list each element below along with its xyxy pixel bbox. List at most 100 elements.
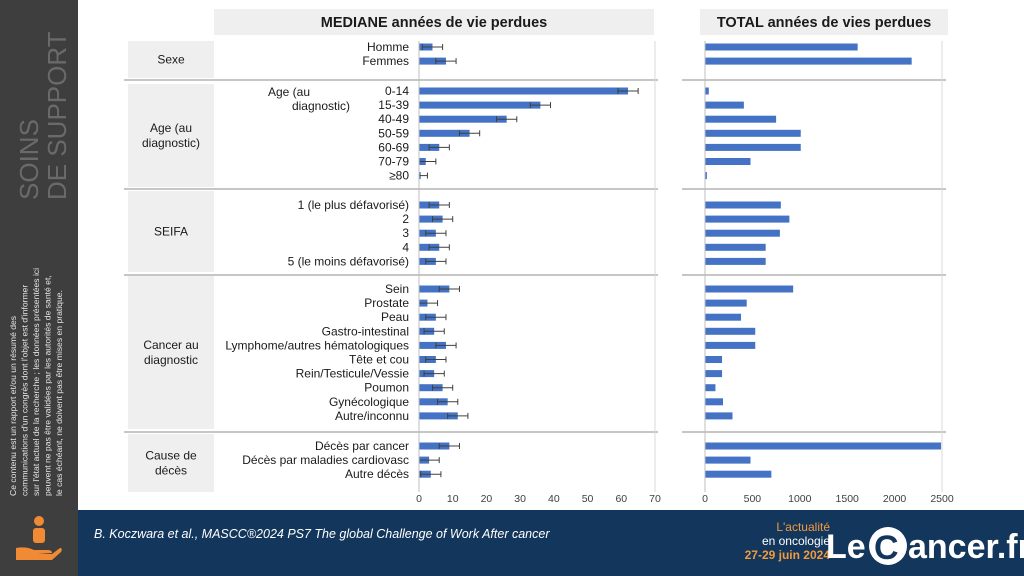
total-bar (705, 313, 742, 321)
panel1-tick-label: 30 (514, 493, 526, 505)
total-bar (705, 57, 912, 65)
sidebar-title-line1: SOINS (14, 119, 44, 200)
row-label: 2 (402, 212, 409, 226)
total-bar (705, 384, 716, 392)
row-label: Peau (381, 310, 409, 324)
total-bar (705, 370, 723, 378)
total-bar (705, 327, 756, 335)
panel2-tick-label: 2000 (883, 493, 907, 505)
row-label: Gynécologique (329, 395, 409, 409)
panel2-tick-label: 500 (744, 493, 762, 505)
median-bar (419, 87, 629, 95)
row-label: ≥80 (389, 169, 409, 183)
panel2-header-bg (700, 9, 948, 35)
row-label: 0-14 (385, 84, 409, 98)
disclaimer-line: sur l'état actuel de la recherche ; les … (31, 268, 41, 496)
group-box (128, 191, 214, 272)
lecancer-logo[interactable]: Le C ancer.fr (824, 520, 1024, 568)
total-bar (705, 356, 723, 363)
panel2-tick-label: 2500 (930, 493, 954, 505)
total-bar (705, 158, 751, 165)
median-bar (419, 57, 446, 65)
panel1-tick-label: 50 (582, 493, 594, 505)
panel1-tick-label: 60 (615, 493, 627, 505)
hand-person-icon (12, 512, 64, 564)
row-label: Homme (367, 40, 409, 54)
median-bar (419, 442, 450, 450)
row-label: Prostate (364, 296, 409, 310)
total-bar (705, 101, 744, 109)
total-bar (705, 243, 766, 251)
total-bar (705, 172, 707, 180)
row-label: 60-69 (378, 140, 409, 154)
panel1-header-bg (214, 9, 654, 35)
group-label: diagnostic (144, 353, 198, 367)
logo-le: Le (826, 528, 866, 566)
disclaimer-line: communications d'un congrès dont l'objet… (20, 285, 30, 496)
panel2-title: TOTAL années de vies perdues (717, 15, 931, 31)
row-label: 50-59 (378, 126, 409, 140)
total-bar (705, 285, 794, 293)
row-label: Tête et cou (349, 353, 409, 367)
group-label: diagnostic) (142, 136, 200, 150)
median-bar (419, 101, 541, 109)
panel1-title: MEDIANE années de vie perdues (321, 15, 547, 31)
row-label: Autre/inconnu (335, 409, 409, 423)
group-box (128, 41, 214, 78)
panel1-tick-label: 0 (416, 493, 422, 505)
row-label: Poumon (364, 381, 409, 395)
median-bar (419, 285, 450, 293)
total-bar (705, 143, 801, 151)
sidebar-title-svg: SOINS DE SUPPORT (14, 31, 72, 200)
group-label: Sexe (157, 53, 185, 67)
panel2-tick-label: 0 (702, 493, 708, 505)
logo-rest: ancer.fr (908, 528, 1024, 566)
total-bar (705, 115, 777, 123)
median-bar (419, 215, 443, 223)
total-bar (705, 456, 751, 464)
sidebar-disclaimer: Ce contenu est un rapport et/ou un résum… (2, 248, 76, 498)
group-box (128, 84, 214, 187)
disclaimer-line: Ce contenu est un rapport et/ou un résum… (8, 316, 18, 496)
citation: B. Koczwara et al., MASCC®2024 PS7 The g… (94, 527, 550, 541)
group-box (128, 434, 214, 492)
total-bar (705, 43, 858, 51)
median-bar (419, 115, 507, 123)
disclaimer-line: le cas échéant, ne doivent pas être mise… (54, 290, 64, 496)
sidebar-title-line2: DE SUPPORT (42, 31, 72, 200)
row-label: 5 (le moins défavorisé) (288, 254, 409, 268)
footer: B. Koczwara et al., MASCC®2024 PS7 The g… (78, 510, 1024, 576)
disclaimer-line: peuvent ne pas être validées par les aut… (43, 275, 53, 496)
row-label: Autre décès (345, 467, 409, 481)
inner-group-label: Age (au (268, 85, 310, 99)
row-label: Rein/Testicule/Vessie (296, 367, 410, 381)
event-dates: 27-29 juin 2024 (744, 548, 830, 562)
total-bar (705, 87, 709, 95)
panel2-tick-label: 1500 (836, 493, 860, 505)
panel1-tick-label: 40 (548, 493, 560, 505)
median-bar (419, 129, 470, 137)
row-label: Décès par cancer (315, 439, 409, 453)
row-label: Décès par maladies cardiovasc (242, 453, 409, 467)
group-label: décès (155, 464, 187, 478)
median-bar (419, 341, 446, 349)
event-line2: en oncologie (761, 534, 830, 548)
panel2-tick-label: 1000 (788, 493, 812, 505)
row-label: Sein (385, 282, 409, 296)
disclaimer-group: Ce contenu est un rapport et/ou un résum… (8, 268, 64, 496)
row-label: 40-49 (378, 112, 409, 126)
inner-group-label: diagnostic) (292, 99, 350, 113)
median-bar (419, 384, 443, 392)
sidebar-title: SOINS DE SUPPORT (14, 10, 74, 210)
total-bar (705, 341, 756, 349)
row-label: 3 (402, 226, 409, 240)
chart: MEDIANE années de vie perdues TOTAL année… (124, 9, 954, 505)
total-bar (705, 412, 733, 420)
row-label: 70-79 (378, 155, 409, 169)
total-bar (705, 201, 781, 209)
total-bar (705, 442, 942, 450)
group-box (128, 276, 214, 429)
total-bar (705, 398, 724, 406)
total-bar (705, 215, 790, 223)
total-bar (705, 129, 801, 137)
